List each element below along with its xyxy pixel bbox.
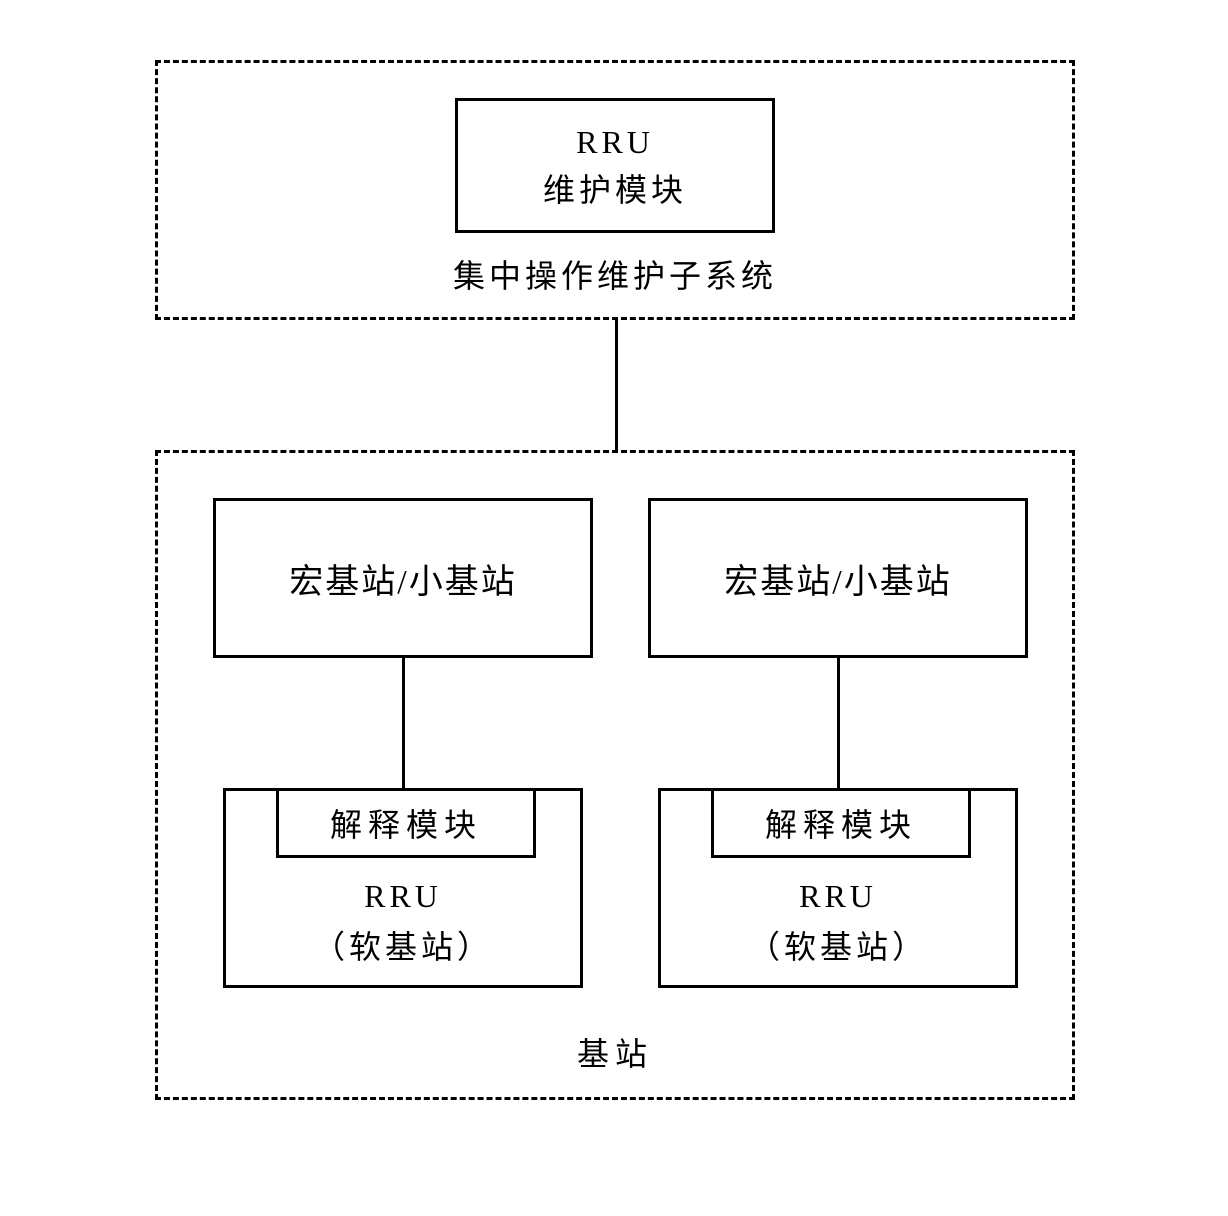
- right-column: 宏基站/小基站 解释模块 RRU （软基站）: [648, 498, 1028, 988]
- left-macro-station: 宏基站/小基站: [213, 498, 593, 658]
- top-connector-line: [615, 320, 618, 450]
- base-station-box: 宏基站/小基站 解释模块 RRU （软基站） 宏基站/小基站 解释模块: [155, 450, 1075, 1100]
- left-mid-connector: [402, 658, 405, 788]
- rru-maintenance-module: RRU 维护模块: [455, 98, 775, 233]
- right-mid-connector: [837, 658, 840, 788]
- left-column: 宏基站/小基站 解释模块 RRU （软基站）: [213, 498, 593, 988]
- left-rru-soft-label: RRU （软基站）: [226, 871, 580, 973]
- left-rru-line2: （软基站）: [226, 922, 580, 973]
- base-station-caption: 基站: [158, 1029, 1072, 1075]
- left-macro-label: 宏基站/小基站: [289, 554, 516, 603]
- top-subsystem-caption: 集中操作维护子系统: [453, 251, 777, 297]
- right-interpret-label: 解释模块: [765, 800, 917, 846]
- top-subsystem-box: RRU 维护模块 集中操作维护子系统: [155, 60, 1075, 320]
- right-rru-soft-station: 解释模块 RRU （软基站）: [658, 788, 1018, 988]
- right-rru-soft-label: RRU （软基站）: [661, 871, 1015, 973]
- left-rru-soft-station: 解释模块 RRU （软基站）: [223, 788, 583, 988]
- left-interpret-label: 解释模块: [330, 800, 482, 846]
- left-rru-line1: RRU: [226, 871, 580, 922]
- diagram-container: RRU 维护模块 集中操作维护子系统 宏基站/小基站 解释模块 RRU （软基站…: [155, 60, 1075, 1100]
- right-interpret-module: 解释模块: [711, 788, 971, 858]
- right-macro-station: 宏基站/小基站: [648, 498, 1028, 658]
- rru-maint-line1: RRU: [576, 118, 654, 166]
- right-rru-line1: RRU: [661, 871, 1015, 922]
- left-interpret-module: 解释模块: [276, 788, 536, 858]
- right-macro-label: 宏基站/小基站: [724, 554, 951, 603]
- right-rru-line2: （软基站）: [661, 922, 1015, 973]
- rru-maint-line2: 维护模块: [543, 166, 687, 214]
